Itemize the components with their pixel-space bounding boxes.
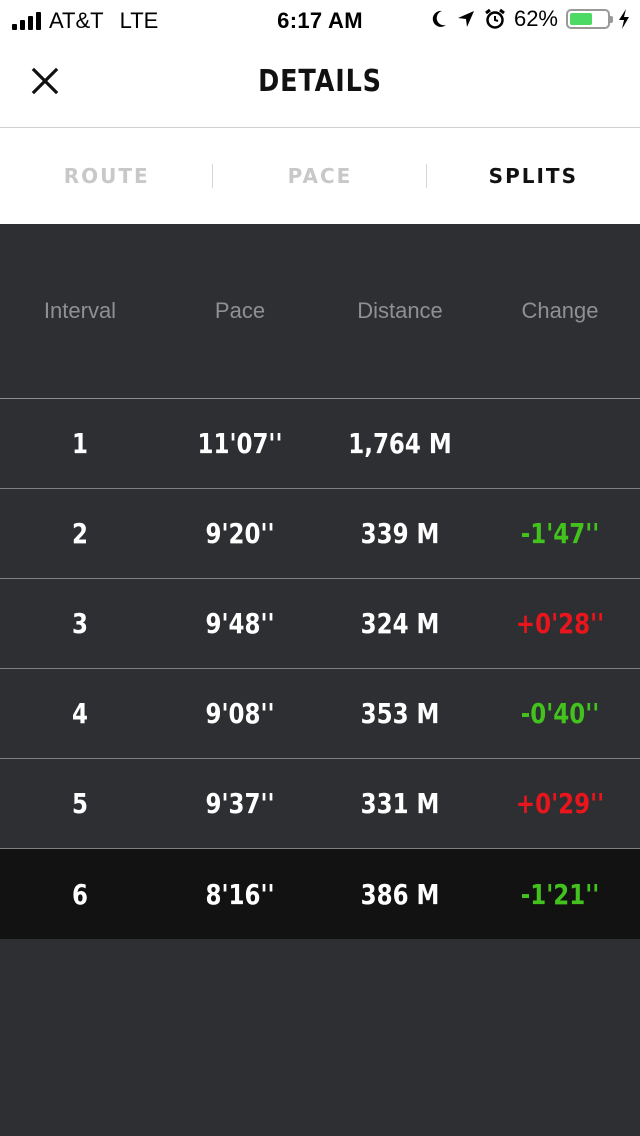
splits-table: Interval Pace Distance Change 1 11'07'' … [0, 224, 640, 939]
network-label: LTE [119, 8, 159, 33]
column-header-interval: Interval [43, 298, 117, 323]
interval-cell: 6 [72, 877, 88, 911]
table-row[interactable]: 4 9'08'' 353 M -0'40'' [0, 669, 640, 759]
change-cell: -0'40'' [520, 697, 600, 730]
table-row[interactable]: 1 11'07'' 1,764 M [0, 399, 640, 489]
distance-cell: 386 M [360, 877, 440, 911]
status-time: 6:17 AM [277, 8, 363, 33]
table-row[interactable]: 2 9'20'' 339 M -1'47'' [0, 489, 640, 579]
change-cell: -1'21'' [520, 877, 600, 911]
tab-route-label: ROUTE [63, 164, 150, 188]
table-row[interactable]: 5 9'37'' 331 M +0'29'' [0, 759, 640, 849]
battery-fill [570, 13, 592, 25]
signal-icon [12, 12, 41, 30]
tab-bar: ROUTE PACE SPLITS [0, 128, 640, 224]
tab-divider [212, 164, 214, 188]
pace-cell: 9'48'' [205, 607, 275, 640]
status-bar: AT&T LTE 6:17 AM 62% [0, 0, 640, 40]
table-row-highlighted[interactable]: 6 8'16'' 386 M -1'21'' [0, 849, 640, 939]
table-row[interactable]: 3 9'48'' 324 M +0'28'' [0, 579, 640, 669]
tab-pace[interactable]: PACE [213, 128, 427, 224]
alarm-icon [485, 8, 505, 29]
distance-cell: 339 M [360, 517, 440, 550]
battery-icon [566, 9, 613, 29]
column-header-distance: Distance [357, 298, 443, 323]
pace-cell: 8'16'' [205, 877, 275, 911]
close-icon [31, 67, 59, 95]
interval-cell: 3 [72, 607, 88, 640]
interval-cell: 2 [72, 517, 88, 550]
tab-splits-label: SPLITS [488, 164, 578, 188]
distance-cell: 1,764 M [348, 427, 452, 460]
status-right: 62% [430, 6, 630, 32]
status-left: AT&T LTE [12, 8, 158, 34]
change-cell: -1'47'' [520, 517, 600, 550]
distance-cell: 353 M [360, 697, 440, 730]
distance-cell: 331 M [360, 787, 440, 820]
moon-icon [432, 10, 446, 27]
tab-route[interactable]: ROUTE [0, 128, 214, 224]
pace-cell: 9'37'' [205, 787, 275, 820]
close-button[interactable] [22, 58, 68, 104]
column-header-change: Change [521, 298, 599, 323]
page-title: DETAILS [258, 64, 382, 99]
interval-cell: 5 [72, 787, 88, 820]
header: DETAILS [0, 40, 640, 128]
tab-pace-label: PACE [287, 164, 353, 188]
pace-cell: 9'08'' [205, 697, 275, 730]
interval-cell: 4 [72, 697, 88, 730]
charging-bolt-icon [619, 9, 629, 29]
location-arrow-icon [457, 11, 474, 27]
tab-divider [425, 164, 427, 188]
change-cell: +0'28'' [515, 607, 605, 640]
change-cell: +0'29'' [515, 787, 605, 820]
pace-cell: 11'07'' [197, 427, 283, 460]
interval-cell: 1 [72, 427, 88, 460]
column-header-pace: Pace [214, 298, 266, 323]
distance-cell: 324 M [360, 607, 440, 640]
pace-cell: 9'20'' [205, 517, 275, 550]
tab-splits[interactable]: SPLITS [427, 128, 640, 224]
carrier-label: AT&T [49, 8, 104, 33]
battery-percent: 62% [513, 6, 558, 31]
table-header: Interval Pace Distance Change [0, 224, 640, 399]
